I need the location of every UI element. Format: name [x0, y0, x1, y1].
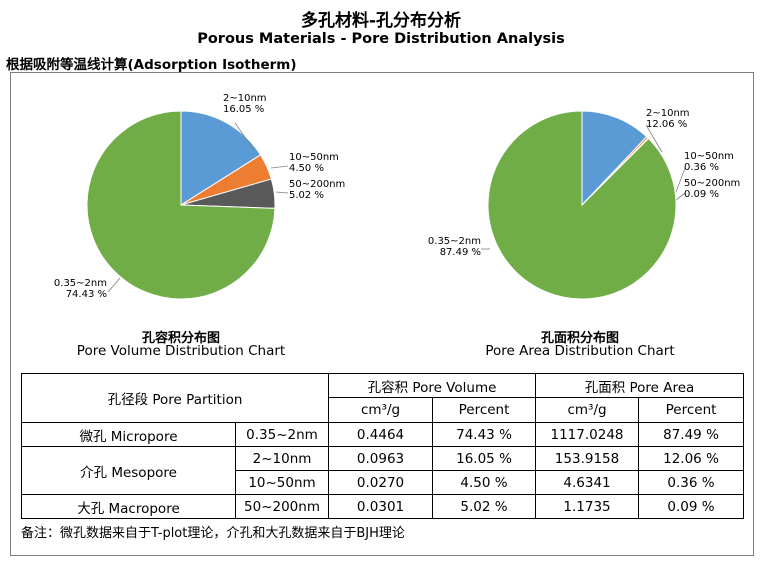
pore-distribution-table: 孔径段 Pore Partition 孔容积 Pore Volume 孔面积 P…: [20, 373, 745, 519]
volume-chart-title: 孔容积分布图: [141, 331, 220, 346]
table-row: 大孔 Macropore 50~200nm 0.0301 5.02 % 1.17…: [21, 494, 745, 519]
volume-leader-line: [275, 191, 289, 194]
volume-leader-line: [107, 277, 121, 293]
volume-leader-line: [270, 165, 289, 169]
range-cell: 10~50nm: [234, 470, 330, 495]
area-slice-value: 0.36 %: [684, 162, 719, 173]
volume-leader-line: [234, 122, 255, 151]
table-row: 介孔 Mesopore 2~10nm 0.0963 16.05 % 153.91…: [21, 446, 745, 495]
volume-cell: 0.4464: [328, 422, 434, 447]
table-header-row: 孔径段 Pore Partition 孔容积 Pore Volume 孔面积 P…: [20, 373, 745, 423]
table-row: 微孔 Micropore 0.35~2nm 0.4464 74.43 % 111…: [21, 422, 745, 447]
area-cell: 1117.0248: [535, 422, 640, 447]
area-pct-cell: 0.09 %: [638, 494, 745, 519]
range-cell: 50~200nm: [234, 494, 330, 519]
volume-slice-label: 0.35~2nm: [54, 278, 107, 289]
area-percent-header: Percent: [638, 397, 745, 423]
volume-header: 孔容积 Pore Volume: [328, 373, 537, 398]
section-title: 根据吸附等温线计算(Adsorption Isotherm): [6, 57, 297, 73]
volume-slice-value: 74.43 %: [66, 289, 107, 300]
volume-pct-cell: 16.05 %: [432, 446, 537, 471]
volume-slice-label: 10~50nm: [289, 152, 339, 163]
area-slice-label: 10~50nm: [684, 151, 734, 162]
volume-slice-value: 4.50 %: [289, 163, 324, 174]
area-cell: 1.1735: [535, 494, 640, 519]
report-frame: [10, 72, 754, 556]
area-cell: 153.9158: [535, 446, 640, 471]
footnote: 备注：微孔数据来自于T-plot理论，介孔和大孔数据来自于BJH理论: [21, 526, 405, 541]
category-cell: 大孔 Macropore: [21, 494, 236, 519]
area-cell: 4.6341: [535, 470, 640, 495]
volume-cell: 0.0301: [328, 494, 434, 519]
volume-cell: 0.0963: [328, 446, 434, 471]
area-chart-title: 孔面积分布图: [540, 331, 619, 346]
area-slice-value: 12.06 %: [646, 119, 687, 130]
area-slice-label: 0.35~2nm: [428, 236, 481, 247]
area-slice-label: 50~200nm: [684, 178, 740, 189]
partition-header: 孔径段 Pore Partition: [20, 373, 330, 423]
volume-slice-label: 2~10nm: [223, 93, 267, 104]
area-leader-line: [675, 192, 686, 201]
area-header: 孔面积 Pore Area: [535, 373, 745, 398]
page-title: 多孔材料-孔分布分析: [300, 11, 462, 31]
volume-slice-value: 16.05 %: [223, 104, 264, 115]
page-subtitle: Porous Materials - Pore Distribution Ana…: [197, 31, 565, 47]
area-unit: cm³/g: [535, 397, 640, 423]
volume-unit: cm³/g: [328, 397, 434, 423]
table-row: 10~50nm 0.0270 4.50 % 4.6341 0.36 %: [22, 470, 745, 495]
volume-pct-cell: 4.50 %: [432, 470, 537, 495]
area-slice-value: 87.49 %: [440, 247, 481, 258]
volume-pie-slice-0.35~2nm: [86, 110, 276, 300]
volume-percent-header: Percent: [432, 397, 537, 423]
volume-slice-value: 5.02 %: [289, 190, 324, 201]
volume-chart-subtitle: Pore Volume Distribution Chart: [76, 343, 286, 359]
area-slice-label: 2~10nm: [646, 108, 690, 119]
volume-slice-label: 50~200nm: [289, 179, 345, 190]
area-chart-subtitle: Pore Area Distribution Chart: [485, 343, 675, 359]
volume-pct-cell: 74.43 %: [432, 422, 537, 447]
area-pct-cell: 0.36 %: [638, 470, 745, 495]
range-cell: 2~10nm: [234, 446, 330, 471]
area-pie-slice-2~10nm: [581, 110, 648, 207]
area-pct-cell: 87.49 %: [638, 422, 745, 447]
category-cell: 介孔 Mesopore: [21, 446, 236, 495]
volume-pie-slice-2~10nm: [180, 110, 262, 206]
area-leader-line: [675, 167, 686, 193]
area-pie-slice-0.35~2nm: [487, 110, 677, 300]
area-leader-line: [645, 124, 663, 153]
volume-pct-cell: 5.02 %: [432, 494, 537, 519]
range-cell: 0.35~2nm: [234, 422, 330, 447]
area-pct-cell: 12.06 %: [638, 446, 745, 471]
category-cell: 微孔 Micropore: [21, 422, 236, 447]
volume-cell: 0.0270: [328, 470, 434, 495]
area-slice-value: 0.09 %: [684, 189, 719, 200]
